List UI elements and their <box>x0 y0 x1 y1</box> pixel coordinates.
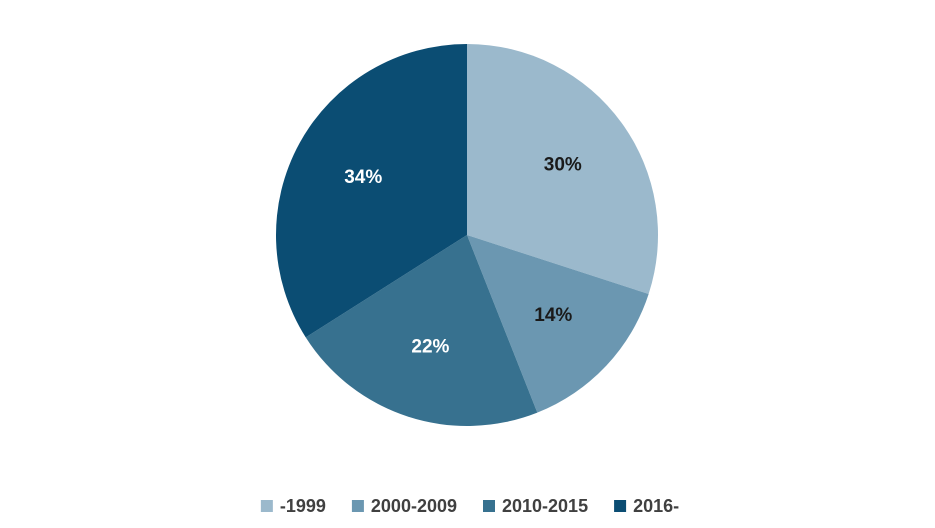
data-label: 34% <box>344 167 382 188</box>
legend-swatch <box>351 500 364 512</box>
legend-item: 2000-2009 <box>351 496 457 516</box>
legend-label: -1999 <box>280 496 326 516</box>
pie-slice-2010-2015 <box>305 235 538 426</box>
data-label: 30% <box>544 154 582 175</box>
legend-swatch <box>483 500 495 512</box>
legend-swatch <box>260 500 273 512</box>
pie-slices <box>276 44 658 426</box>
pie-data-labels: 30% 14% 22% 34% <box>344 154 582 357</box>
legend-label: 2000-2009 <box>371 496 457 516</box>
data-label: 22% <box>411 337 449 358</box>
pie-slice-1999 <box>467 44 658 295</box>
legend-item: -1999 <box>260 496 326 516</box>
data-label: 14% <box>534 305 572 326</box>
legend-label: 2010-2015 <box>502 496 588 516</box>
legend-item: 2010-2015 <box>483 496 588 516</box>
pie-slice-2000-2009 <box>467 235 649 413</box>
legend-label: 2016- <box>633 496 679 516</box>
legend-swatch <box>614 500 627 512</box>
pie-slice-2016 <box>276 44 467 338</box>
legend: -1999 2000-2009 2010-2015 2016- <box>260 496 679 516</box>
legend-item: 2016- <box>614 496 679 516</box>
